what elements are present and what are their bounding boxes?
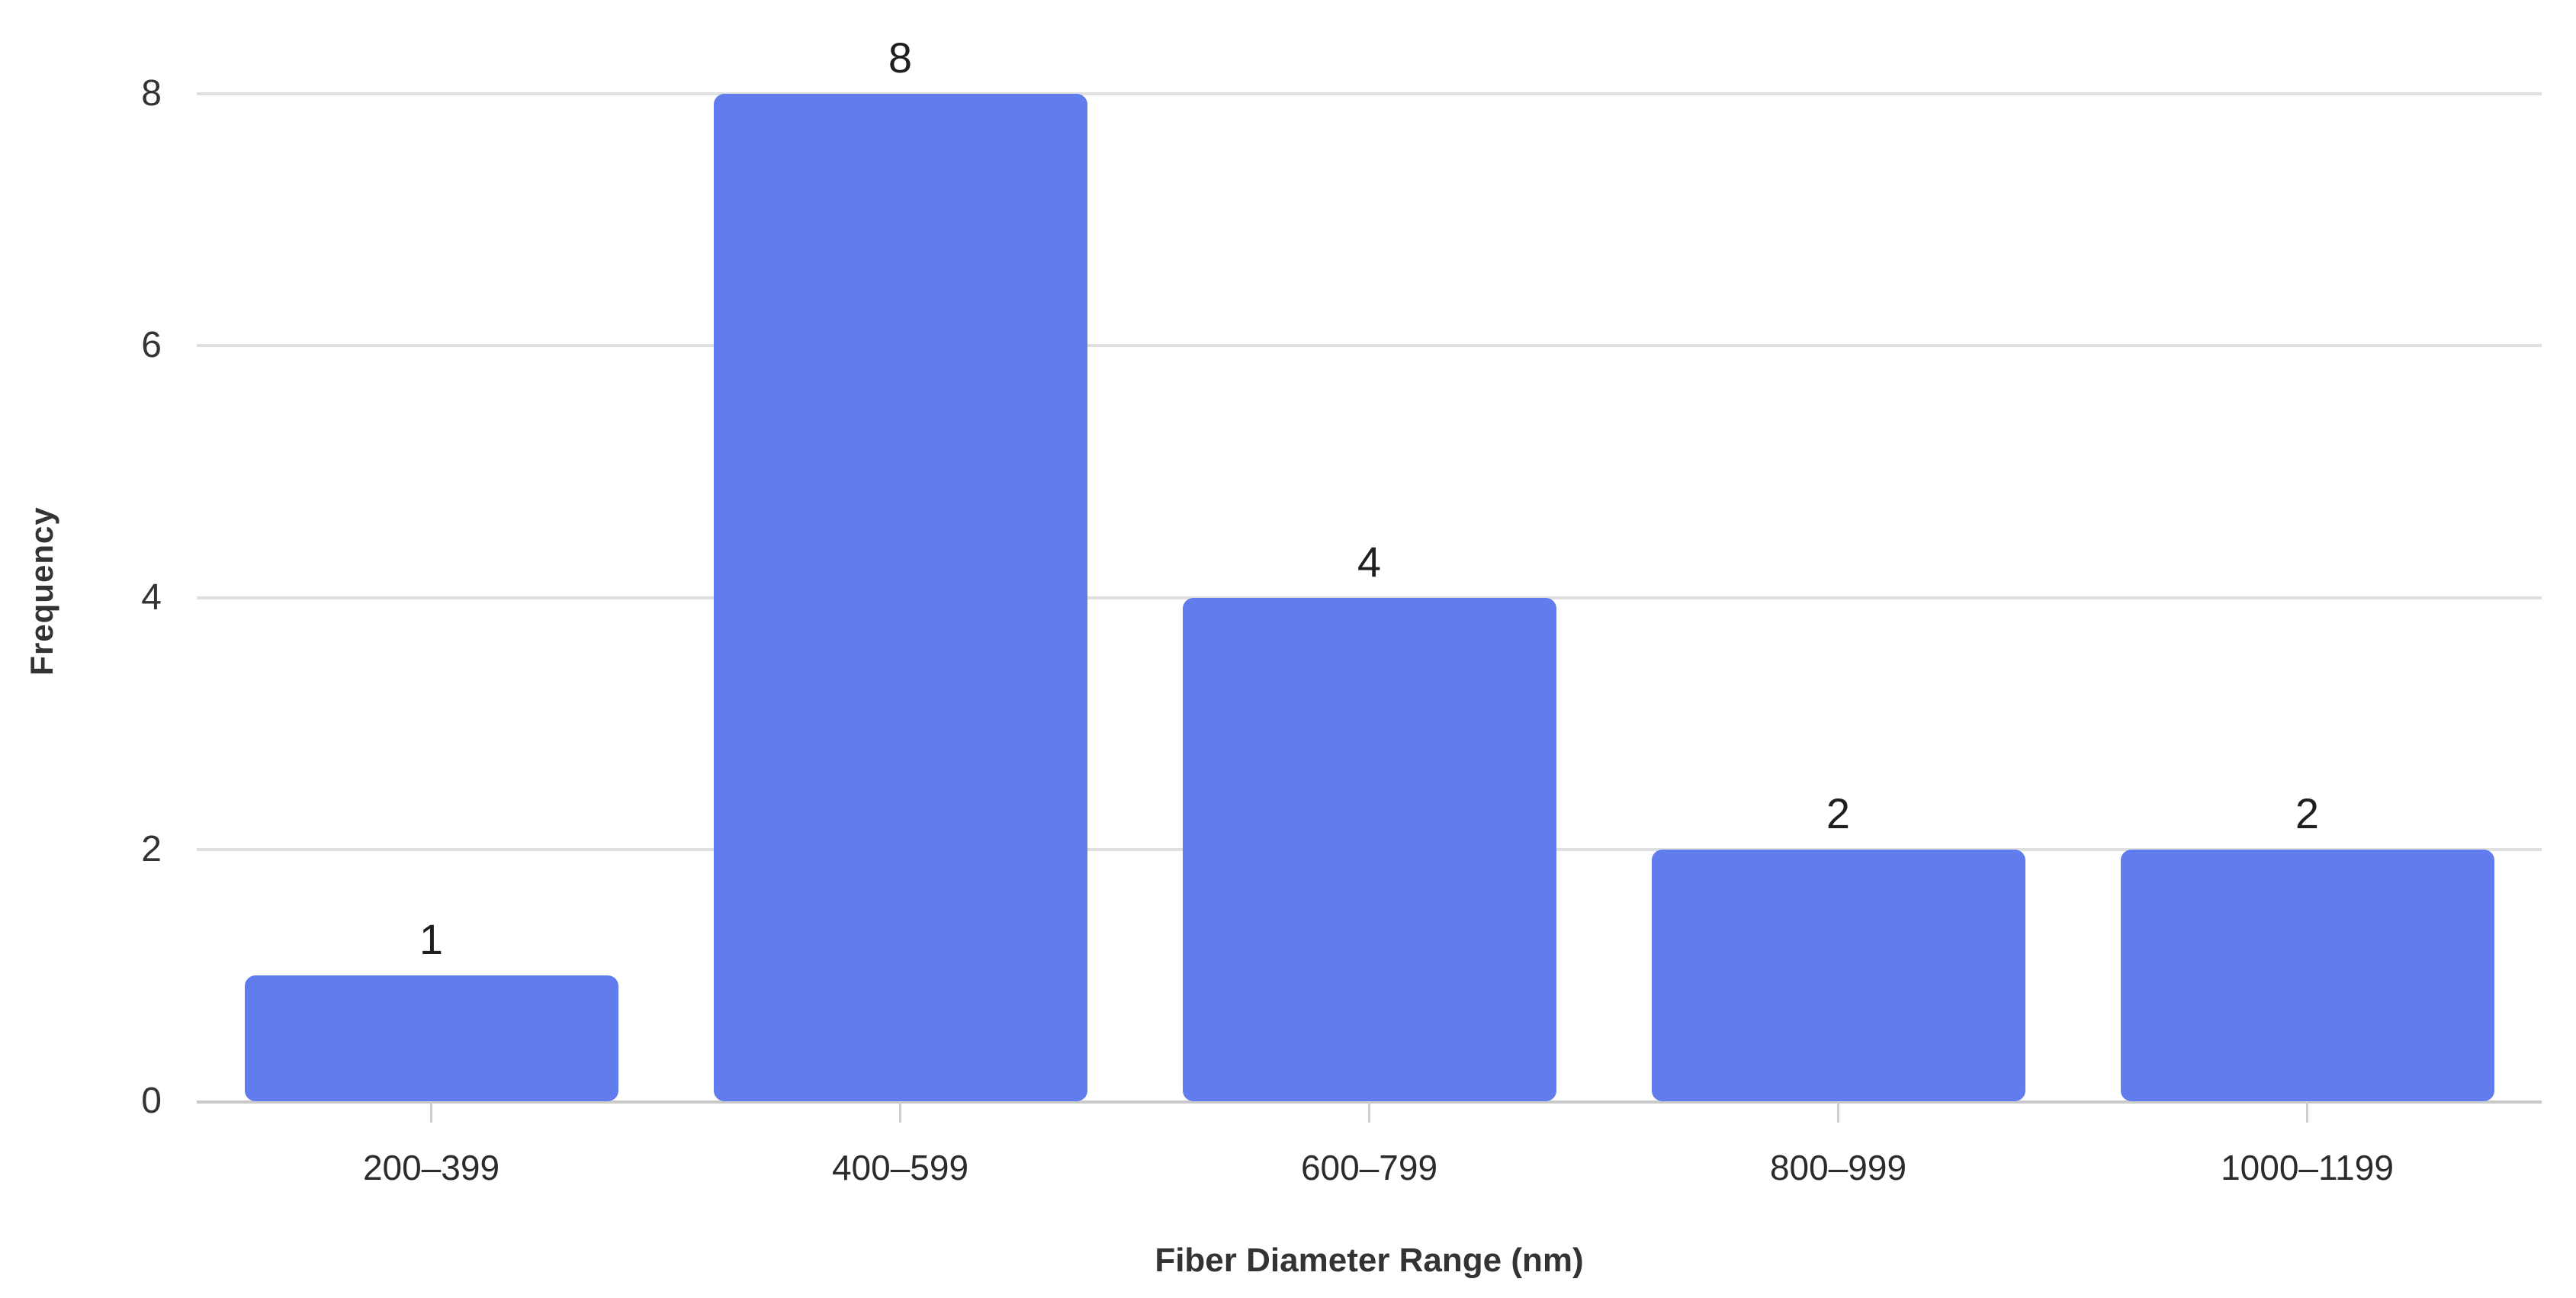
bar-200–399 (244, 975, 618, 1101)
bar-800–999 (1651, 849, 2025, 1101)
x-tick-mark-800–999 (1837, 1101, 1839, 1123)
y-tick-label-8: 8 (141, 73, 162, 114)
x-tick-label-600–799: 600–799 (1300, 1148, 1438, 1187)
x-axis-title: Fiber Diameter Range (nm) (1155, 1242, 1584, 1279)
bar-400–599 (713, 94, 1087, 1101)
x-tick-mark-1000–1199 (2306, 1101, 2308, 1123)
x-tick-mark-200–399 (430, 1101, 432, 1123)
x-tick-label-800–999: 800–999 (1769, 1148, 1907, 1187)
x-tick-label-400–599: 400–599 (831, 1148, 969, 1187)
bar-600–799 (1182, 597, 1556, 1101)
bar-1000–1199 (2120, 849, 2494, 1101)
gridline-y-8 (197, 92, 2542, 95)
y-tick-label-2: 2 (141, 828, 162, 869)
bar-value-label-400–599: 8 (888, 34, 913, 82)
x-tick-mark-600–799 (1368, 1101, 1370, 1123)
x-tick-label-200–399: 200–399 (362, 1148, 500, 1187)
bar-value-label-800–999: 2 (1826, 789, 1851, 837)
y-tick-label-0: 0 (141, 1081, 162, 1121)
bar-value-label-200–399: 1 (419, 914, 444, 963)
bar-value-label-1000–1199: 2 (2295, 789, 2320, 837)
bar-value-label-600–799: 4 (1357, 537, 1382, 586)
y-tick-label-6: 6 (141, 325, 162, 366)
gridline-y-6 (197, 344, 2542, 348)
x-tick-label-1000–1199: 1000–1199 (2221, 1148, 2394, 1187)
x-tick-mark-400–599 (899, 1101, 901, 1123)
y-tick-label-4: 4 (141, 577, 162, 618)
